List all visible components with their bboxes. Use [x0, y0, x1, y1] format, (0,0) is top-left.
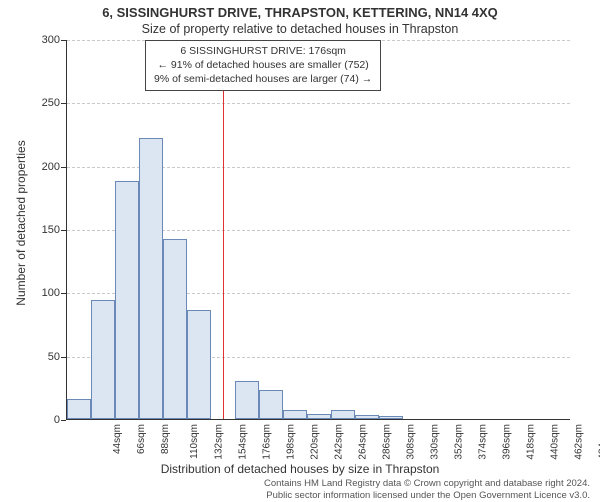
- x-tick-label: 242sqm: [334, 424, 345, 460]
- y-tick-label: 200: [30, 161, 60, 173]
- annotation-line-1: 6 SISSINGHURST DRIVE: 176sqm: [154, 44, 372, 58]
- y-tick-mark: [61, 167, 66, 168]
- y-tick-label: 100: [30, 287, 60, 299]
- histogram-bar: [259, 390, 283, 419]
- histogram-chart: [66, 40, 570, 420]
- y-tick-mark: [61, 40, 66, 41]
- histogram-bar: [115, 181, 139, 419]
- histogram-bar: [163, 239, 187, 419]
- x-tick-label: 44sqm: [112, 424, 123, 454]
- x-tick-label: 110sqm: [189, 424, 200, 459]
- histogram-bar: [235, 381, 259, 419]
- gridline: [67, 103, 570, 104]
- histogram-bar: [67, 399, 91, 419]
- subject-property-marker: [223, 45, 224, 419]
- plot-area: [66, 40, 570, 420]
- x-axis-label: Distribution of detached houses by size …: [0, 462, 600, 476]
- histogram-bar: [331, 410, 355, 419]
- x-tick-label: 176sqm: [262, 424, 273, 460]
- x-tick-label: 330sqm: [430, 424, 441, 460]
- main-title: 6, SISSINGHURST DRIVE, THRAPSTON, KETTER…: [0, 5, 600, 20]
- y-tick-mark: [61, 230, 66, 231]
- y-tick-label: 250: [30, 97, 60, 109]
- x-tick-label: 418sqm: [526, 424, 537, 460]
- x-tick-label: 66sqm: [136, 424, 147, 454]
- y-tick-mark: [61, 293, 66, 294]
- annotation-line-3: 9% of semi-detached houses are larger (7…: [154, 72, 372, 86]
- x-tick-label: 132sqm: [214, 424, 225, 460]
- y-axis-label: Number of detached properties: [14, 58, 28, 223]
- subtitle: Size of property relative to detached ho…: [0, 22, 600, 36]
- histogram-bar: [307, 414, 331, 419]
- x-tick-label: 198sqm: [286, 424, 297, 460]
- histogram-bar: [283, 410, 307, 419]
- histogram-bar: [91, 300, 115, 419]
- y-tick-label: 150: [30, 224, 60, 236]
- x-tick-label: 352sqm: [454, 424, 465, 460]
- x-tick-label: 462sqm: [574, 424, 585, 460]
- y-tick-label: 300: [30, 34, 60, 46]
- footer-attribution: Contains HM Land Registry data © Crown c…: [10, 478, 590, 502]
- x-tick-label: 396sqm: [502, 424, 513, 460]
- histogram-bar: [187, 310, 211, 419]
- property-annotation-box: 6 SISSINGHURST DRIVE: 176sqm ← 91% of de…: [145, 40, 381, 91]
- y-tick-label: 50: [30, 351, 60, 363]
- histogram-bar: [355, 415, 379, 419]
- x-tick-label: 220sqm: [310, 424, 321, 460]
- histogram-bar: [379, 416, 403, 419]
- y-tick-mark: [61, 420, 66, 421]
- y-tick-mark: [61, 103, 66, 104]
- y-tick-mark: [61, 357, 66, 358]
- histogram-bar: [139, 138, 163, 419]
- footer-line-1: Contains HM Land Registry data © Crown c…: [10, 478, 590, 490]
- x-tick-label: 374sqm: [478, 424, 489, 460]
- x-tick-label: 308sqm: [406, 424, 417, 460]
- y-tick-label: 0: [30, 414, 60, 426]
- x-tick-label: 88sqm: [160, 424, 171, 454]
- x-tick-label: 154sqm: [238, 424, 249, 460]
- x-tick-label: 286sqm: [382, 424, 393, 460]
- x-tick-label: 440sqm: [550, 424, 561, 460]
- annotation-line-2: ← 91% of detached houses are smaller (75…: [154, 58, 372, 72]
- x-tick-label: 264sqm: [358, 424, 369, 460]
